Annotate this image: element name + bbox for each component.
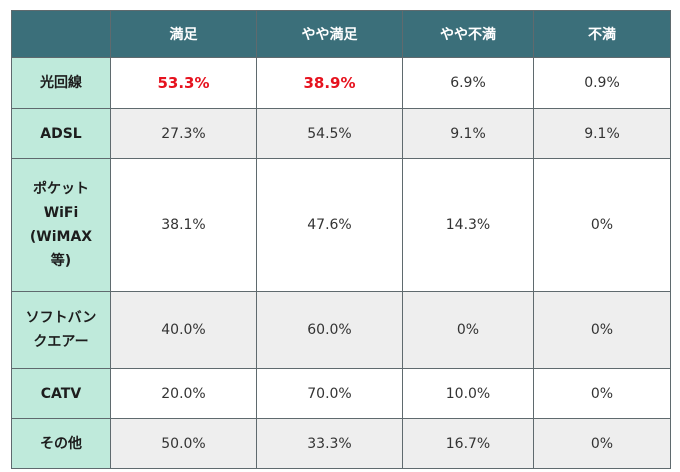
- table-cell: 9.1%: [402, 108, 534, 159]
- table-row: ポケット WiFi (WiMAX 等) 38.1% 47.6% 14.3% 0%: [11, 158, 671, 292]
- table-row: その他 50.0% 33.3% 16.7% 0%: [11, 418, 671, 469]
- table-cell: 9.1%: [533, 108, 671, 159]
- header-dissatisfied: 不満: [533, 10, 671, 58]
- table-cell: 14.3%: [402, 158, 534, 292]
- row-label: ソフトバン クエアー: [11, 291, 111, 369]
- header-satisfied: 満足: [110, 10, 257, 58]
- table-cell: 0%: [402, 291, 534, 369]
- table-row: 光回線 53.3% 38.9% 6.9% 0.9%: [11, 57, 671, 109]
- row-label: ポケット WiFi (WiMAX 等): [11, 158, 111, 292]
- table-cell: 6.9%: [402, 57, 534, 109]
- table-cell: 0%: [533, 368, 671, 419]
- table-cell: 0%: [533, 418, 671, 469]
- table-cell: 0%: [533, 291, 671, 369]
- row-label: ADSL: [11, 108, 111, 159]
- row-label-line: ソフトバン: [25, 310, 97, 326]
- table-cell: 60.0%: [256, 291, 403, 369]
- row-label-line: (WiMAX: [29, 229, 93, 245]
- row-label: CATV: [11, 368, 111, 419]
- table-row: CATV 20.0% 70.0% 10.0% 0%: [11, 368, 671, 419]
- table-cell: 16.7%: [402, 418, 534, 469]
- table-cell: 38.9%: [256, 57, 403, 109]
- row-label-line: クエアー: [33, 334, 89, 350]
- table-cell: 54.5%: [256, 108, 403, 159]
- header-corner: [11, 10, 111, 58]
- row-label: その他: [11, 418, 111, 469]
- header-somewhat-dissatisfied: やや不満: [402, 10, 534, 58]
- header-somewhat-satisfied: やや満足: [256, 10, 403, 58]
- table-cell: 33.3%: [256, 418, 403, 469]
- table-cell: 27.3%: [110, 108, 257, 159]
- table-cell: 53.3%: [110, 57, 257, 109]
- row-label-line: 等): [50, 253, 72, 269]
- table-cell: 0%: [533, 158, 671, 292]
- table-cell: 47.6%: [256, 158, 403, 292]
- row-label-line: ポケット: [33, 181, 89, 197]
- table-row: ソフトバン クエアー 40.0% 60.0% 0% 0%: [11, 291, 671, 369]
- table-cell: 38.1%: [110, 158, 257, 292]
- table-cell: 0.9%: [533, 57, 671, 109]
- row-label-line: WiFi: [43, 205, 79, 221]
- table-cell: 50.0%: [110, 418, 257, 469]
- header-row: 満足 やや満足 やや不満 不満: [11, 10, 671, 58]
- table-cell: 20.0%: [110, 368, 257, 419]
- table-row: ADSL 27.3% 54.5% 9.1% 9.1%: [11, 108, 671, 159]
- table-cell: 40.0%: [110, 291, 257, 369]
- satisfaction-table: 満足 やや満足 やや不満 不満 光回線 53.3% 38.9% 6.9% 0.9…: [11, 10, 671, 469]
- table-cell: 10.0%: [402, 368, 534, 419]
- table-cell: 70.0%: [256, 368, 403, 419]
- row-label: 光回線: [11, 57, 111, 109]
